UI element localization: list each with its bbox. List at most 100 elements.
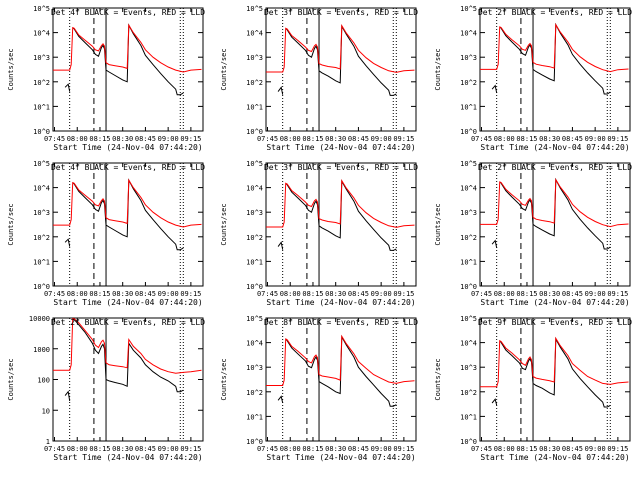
y-tick-label: 10^3 xyxy=(246,364,263,372)
y-tick-label: 10^0 xyxy=(33,128,50,136)
panel-9: 10^010^110^210^310^410^507:45 08:00 08:15 0… xyxy=(434,315,632,462)
y-tick-label: 10^3 xyxy=(460,364,477,372)
y-axis-label: Counts/sec xyxy=(220,48,228,90)
x-tick-label: 07:45 xyxy=(44,290,65,298)
x-axis-label: Start Time (24-Nov-04 07:44:20) xyxy=(53,298,202,307)
x-tick-label: 08:30 xyxy=(539,135,560,143)
panel-2: 10^010^110^210^310^410^507:45 08:00 08:15 0… xyxy=(220,5,418,152)
panel-title: Det 4f BLACK = Events, RED = LLD xyxy=(51,8,205,17)
series-events xyxy=(277,179,397,251)
x-tick-label: 09:15 xyxy=(393,445,414,453)
x-tick-label: 08:15 xyxy=(89,135,110,143)
y-tick-label: 10^5 xyxy=(246,160,263,168)
x-tick-label: 09:15 xyxy=(180,290,201,298)
x-tick-label: 08:00 xyxy=(67,135,88,143)
panel-8: 10^010^110^210^310^410^507:45 08:00 08:15 0… xyxy=(220,315,418,462)
x-tick-label: 07:45 xyxy=(257,445,278,453)
panel-title: Det 3f BLACK = Events, RED = LLD xyxy=(264,8,418,17)
y-tick-label: 1 xyxy=(46,438,50,446)
x-tick-label: 07:45 xyxy=(471,135,492,143)
y-axis-label: Counts/sec xyxy=(7,48,15,90)
y-tick-label: 10^2 xyxy=(460,234,477,242)
x-tick-label: 08:45 xyxy=(562,135,583,143)
x-tick-label: 08:00 xyxy=(67,290,88,298)
series-lld xyxy=(266,24,415,73)
x-tick-label: 08:15 xyxy=(89,445,110,453)
x-tick-label: 08:30 xyxy=(325,135,346,143)
y-tick-label: 100 xyxy=(37,377,50,385)
x-tick-label: 09:00 xyxy=(158,445,179,453)
y-tick-label: 10^3 xyxy=(246,54,263,62)
x-tick-label: 08:45 xyxy=(348,135,369,143)
panel-title: Det 2f BLACK = Events, RED = LLD xyxy=(478,163,632,172)
series-events xyxy=(277,24,397,96)
x-tick-label: 07:45 xyxy=(471,445,492,453)
series-lld xyxy=(266,334,415,386)
series-lld xyxy=(53,318,202,374)
x-axis-label: Start Time (24-Nov-04 07:44:20) xyxy=(266,298,415,307)
x-tick-label: 08:00 xyxy=(494,290,515,298)
x-tick-label: 08:15 xyxy=(516,445,537,453)
y-tick-label: 10^3 xyxy=(460,209,477,217)
x-tick-label: 07:45 xyxy=(44,135,65,143)
x-tick-label: 08:45 xyxy=(348,445,369,453)
y-tick-label: 10^2 xyxy=(246,234,263,242)
x-tick-label: 08:45 xyxy=(562,290,583,298)
x-tick-label: 09:00 xyxy=(371,445,392,453)
x-tick-label: 09:15 xyxy=(393,135,414,143)
panel-title: Det 8f BLACK = Events, RED = LLD xyxy=(264,318,418,327)
y-tick-label: 10^3 xyxy=(33,209,50,217)
y-tick-label: 10^1 xyxy=(33,258,50,266)
series-events xyxy=(491,22,611,95)
y-tick-label: 10^5 xyxy=(33,160,50,168)
series-lld xyxy=(53,23,202,73)
x-tick-label: 09:15 xyxy=(607,445,628,453)
x-axis-label: Start Time (24-Nov-04 07:44:20) xyxy=(480,453,629,462)
x-tick-label: 08:30 xyxy=(539,445,560,453)
series-lld xyxy=(266,179,415,228)
x-tick-label: 09:15 xyxy=(607,135,628,143)
x-tick-label: 08:00 xyxy=(280,445,301,453)
panel-title: Det 9f BLACK = Events, RED = LLD xyxy=(478,318,632,327)
y-tick-label: 10^1 xyxy=(246,413,263,421)
x-tick-label: 08:45 xyxy=(562,445,583,453)
x-tick-label: 08:30 xyxy=(539,290,560,298)
y-tick-label: 10^2 xyxy=(246,79,263,87)
y-tick-label: 10^0 xyxy=(246,128,263,136)
x-tick-label: 08:00 xyxy=(280,135,301,143)
y-tick-label: 10^4 xyxy=(460,185,477,193)
series-events xyxy=(491,177,611,250)
y-tick-label: 10^0 xyxy=(460,128,477,136)
y-axis-label: Counts/sec xyxy=(434,203,442,245)
x-tick-label: 08:30 xyxy=(325,445,346,453)
x-tick-label: 08:00 xyxy=(67,445,88,453)
y-tick-label: 1000 xyxy=(33,346,50,354)
x-tick-label: 08:00 xyxy=(494,135,515,143)
y-tick-label: 10^2 xyxy=(33,234,50,242)
x-tick-label: 07:45 xyxy=(257,135,278,143)
y-axis-label: Counts/sec xyxy=(7,203,15,245)
x-tick-label: 08:15 xyxy=(302,135,323,143)
y-tick-label: 10^3 xyxy=(246,209,263,217)
x-tick-label: 08:00 xyxy=(280,290,301,298)
x-tick-label: 09:15 xyxy=(607,290,628,298)
series-lld xyxy=(480,23,629,73)
y-tick-label: 10^2 xyxy=(246,389,263,397)
y-tick-label: 10^5 xyxy=(246,5,263,13)
y-tick-label: 10^0 xyxy=(246,438,263,446)
series-lld xyxy=(480,178,629,228)
plot-frame xyxy=(265,317,417,442)
y-tick-label: 10^4 xyxy=(33,30,50,38)
x-tick-label: 08:15 xyxy=(302,290,323,298)
y-tick-label: 10^2 xyxy=(460,79,477,87)
y-tick-label: 10 xyxy=(42,407,50,415)
x-axis-label: Start Time (24-Nov-04 07:44:20) xyxy=(266,143,415,152)
y-tick-label: 10^2 xyxy=(460,389,477,397)
x-tick-label: 08:15 xyxy=(516,135,537,143)
x-tick-label: 08:45 xyxy=(135,135,156,143)
x-tick-label: 09:15 xyxy=(180,445,201,453)
panel-5: 10^010^110^210^310^410^507:45 08:00 08:15 0… xyxy=(220,160,418,307)
series-lld xyxy=(480,336,629,388)
y-tick-label: 10^0 xyxy=(33,283,50,291)
